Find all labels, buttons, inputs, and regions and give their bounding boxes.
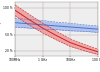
Y-axis label: Drain efficiency (%): Drain efficiency (%)	[0, 16, 2, 43]
